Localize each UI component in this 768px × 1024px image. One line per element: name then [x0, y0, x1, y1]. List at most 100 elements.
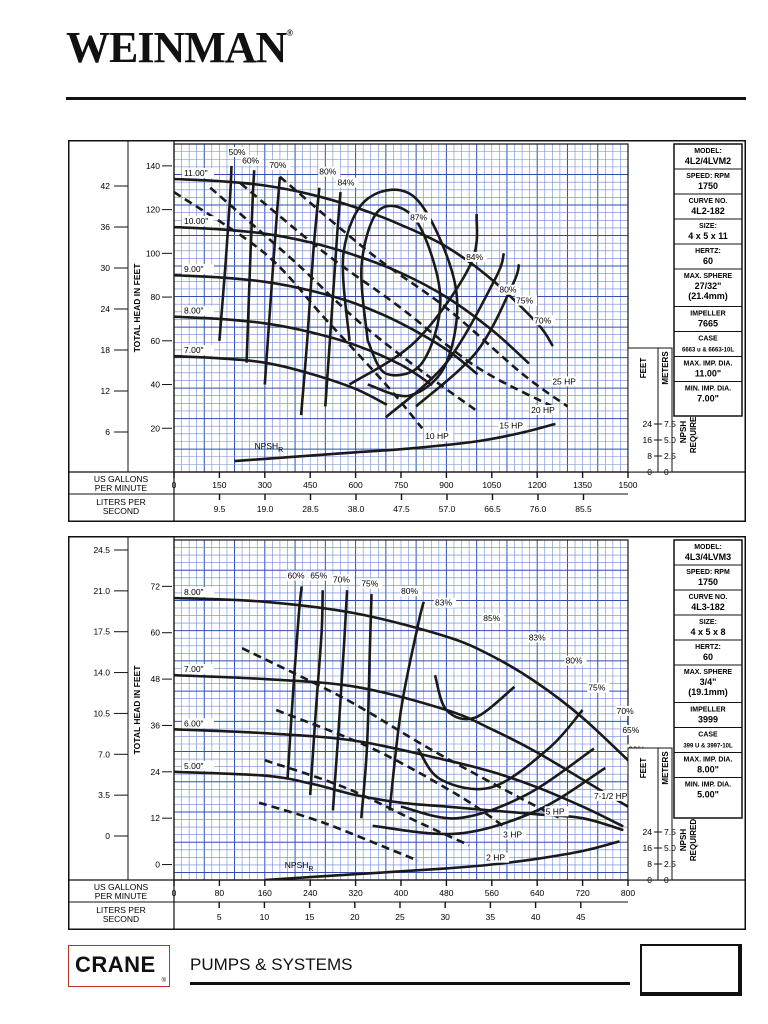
impeller-label-bg: [182, 305, 214, 316]
info-label: IMPELLER: [690, 707, 725, 714]
info-value: 3999: [698, 715, 718, 725]
npsh-meter-tick: 5.0: [664, 843, 676, 853]
lps-tick-label: 20: [350, 912, 360, 922]
y-tick-label: 36: [151, 720, 161, 730]
npsh-axis-title-1: NPSH: [679, 421, 688, 443]
x-tick-label: 800: [621, 888, 635, 898]
efficiency-label-bg: [227, 146, 250, 157]
efficiency-label-bg: [400, 586, 422, 597]
meters-tick-label: 21.0: [93, 586, 110, 596]
efficiency-label: 84%: [466, 252, 483, 262]
impeller-diameter-label: 5.00": [184, 761, 204, 771]
impeller-diameter-label: 8.00": [184, 306, 204, 316]
lps-axis-title-line2: SECOND: [103, 914, 139, 924]
hp-label: 3 HP: [503, 830, 522, 840]
efficiency-label: 80%: [319, 167, 336, 177]
efficiency-label-bg: [498, 284, 521, 295]
hp-label-bg: [551, 376, 581, 387]
impeller-label-bg: [182, 264, 214, 275]
hp-label-bg: [485, 852, 510, 863]
meters-tick-label: 24.5: [93, 545, 110, 555]
meters-tick-label: 6: [105, 427, 110, 437]
lps-axis-title-line1: LITERS PER: [96, 497, 146, 507]
info-label: MAX. IMP. DIA.: [684, 757, 733, 764]
x-tick-label: 1050: [482, 480, 501, 490]
info-label: MIN. IMP. DIA.: [685, 782, 731, 789]
efficiency-label-bg: [564, 655, 587, 666]
efficiency-label: 75%: [516, 296, 533, 306]
npsh-feet-tick: 24: [643, 419, 653, 429]
meters-tick-label: 7.0: [98, 749, 110, 759]
efficiency-curve: [388, 601, 425, 811]
hp-label: 7-1/2 HP: [594, 791, 628, 801]
npsh-feet-tick: 8: [647, 859, 652, 869]
efficiency-curve: [324, 192, 342, 407]
impeller-diameter-label: 6.00": [184, 718, 204, 728]
info-label: SPEED: RPM: [686, 173, 730, 180]
crane-name: CRANE: [75, 952, 156, 977]
info-label: MODEL:: [694, 544, 722, 551]
info-label: CURVE NO.: [689, 594, 728, 601]
meters-tick-label: 42: [101, 181, 111, 191]
efficiency-label-bg: [482, 613, 505, 624]
efficiency-curve: [299, 187, 321, 416]
info-value: 11.00": [695, 369, 721, 379]
efficiency-label-bg: [286, 570, 309, 581]
info-value: 8.00": [697, 765, 719, 775]
efficiency-curve: [416, 709, 584, 791]
gpm-axis-title-line2: PER MINUTE: [95, 891, 148, 901]
y-tick-label: 48: [151, 674, 161, 684]
info-value: 27/32": [695, 281, 722, 291]
efficiency-curve: [308, 590, 324, 796]
efficiency-label-bg: [533, 315, 556, 326]
info-panel: [673, 539, 743, 819]
info-label: SPEED: RPM: [686, 569, 730, 576]
impeller-label-bg: [182, 216, 214, 227]
efficiency-label-bg: [409, 212, 432, 223]
lps-tick-label: 57.0: [439, 504, 456, 514]
info-label: MAX. IMP. DIA.: [684, 361, 733, 368]
y-tick-label: 0: [155, 860, 160, 870]
impeller-diameter-label: 10.00": [184, 216, 208, 226]
efficiency-curve: [360, 594, 373, 819]
efficiency-label-bg: [615, 705, 638, 716]
x-tick-label: 1200: [528, 480, 547, 490]
info-label: CASE: [698, 336, 718, 343]
gpm-axis-title-line2: PER MINUTE: [95, 483, 148, 493]
meters-axis-title: METERS: [68, 290, 70, 326]
info-value: 4L2/4LVM2: [685, 156, 731, 166]
efficiency-curve: [218, 165, 233, 341]
lps-tick-label: 85.5: [575, 504, 592, 514]
impeller-diameter-label: 11.00": [184, 168, 208, 178]
info-value: 3/4": [700, 677, 717, 687]
lps-tick-label: 47.5: [393, 504, 410, 514]
efficiency-label: 65%: [310, 571, 327, 581]
npsh-meter-tick: 7.5: [664, 827, 676, 837]
horsepower-curve: [239, 182, 553, 408]
efficiency-label-bg: [621, 725, 644, 736]
efficiency-label: 70%: [534, 315, 551, 325]
crane-reg-mark: ®: [161, 978, 166, 984]
efficiency-label: 75%: [588, 683, 605, 693]
meters-tick-label: 3.5: [98, 790, 110, 800]
meters-tick-label: 18: [101, 345, 111, 355]
info-label: HERTZ:: [695, 248, 721, 255]
x-tick-label: 1350: [573, 480, 592, 490]
npsh-feet-tick: 0: [647, 467, 652, 477]
horsepower-curve: [209, 186, 478, 412]
horsepower-curve: [264, 758, 470, 847]
hp-label-bg: [530, 404, 560, 415]
efficiency-curve: [286, 586, 303, 780]
y-tick-label: 40: [151, 380, 161, 390]
efficiency-label-bg: [515, 295, 538, 306]
efficiency-label: 85%: [483, 613, 500, 623]
impeller-curve: [174, 315, 433, 386]
hp-label: 5 HP: [546, 806, 565, 816]
hp-label-bg: [424, 431, 454, 442]
y-tick-label: 120: [146, 205, 160, 215]
efficiency-label-bg: [336, 177, 359, 188]
info-value: 7.00": [697, 394, 719, 404]
npsh-curve: [264, 840, 620, 880]
x-tick-label: 720: [576, 888, 590, 898]
npsh-axis-title-2: REQUIRED: [689, 411, 698, 453]
